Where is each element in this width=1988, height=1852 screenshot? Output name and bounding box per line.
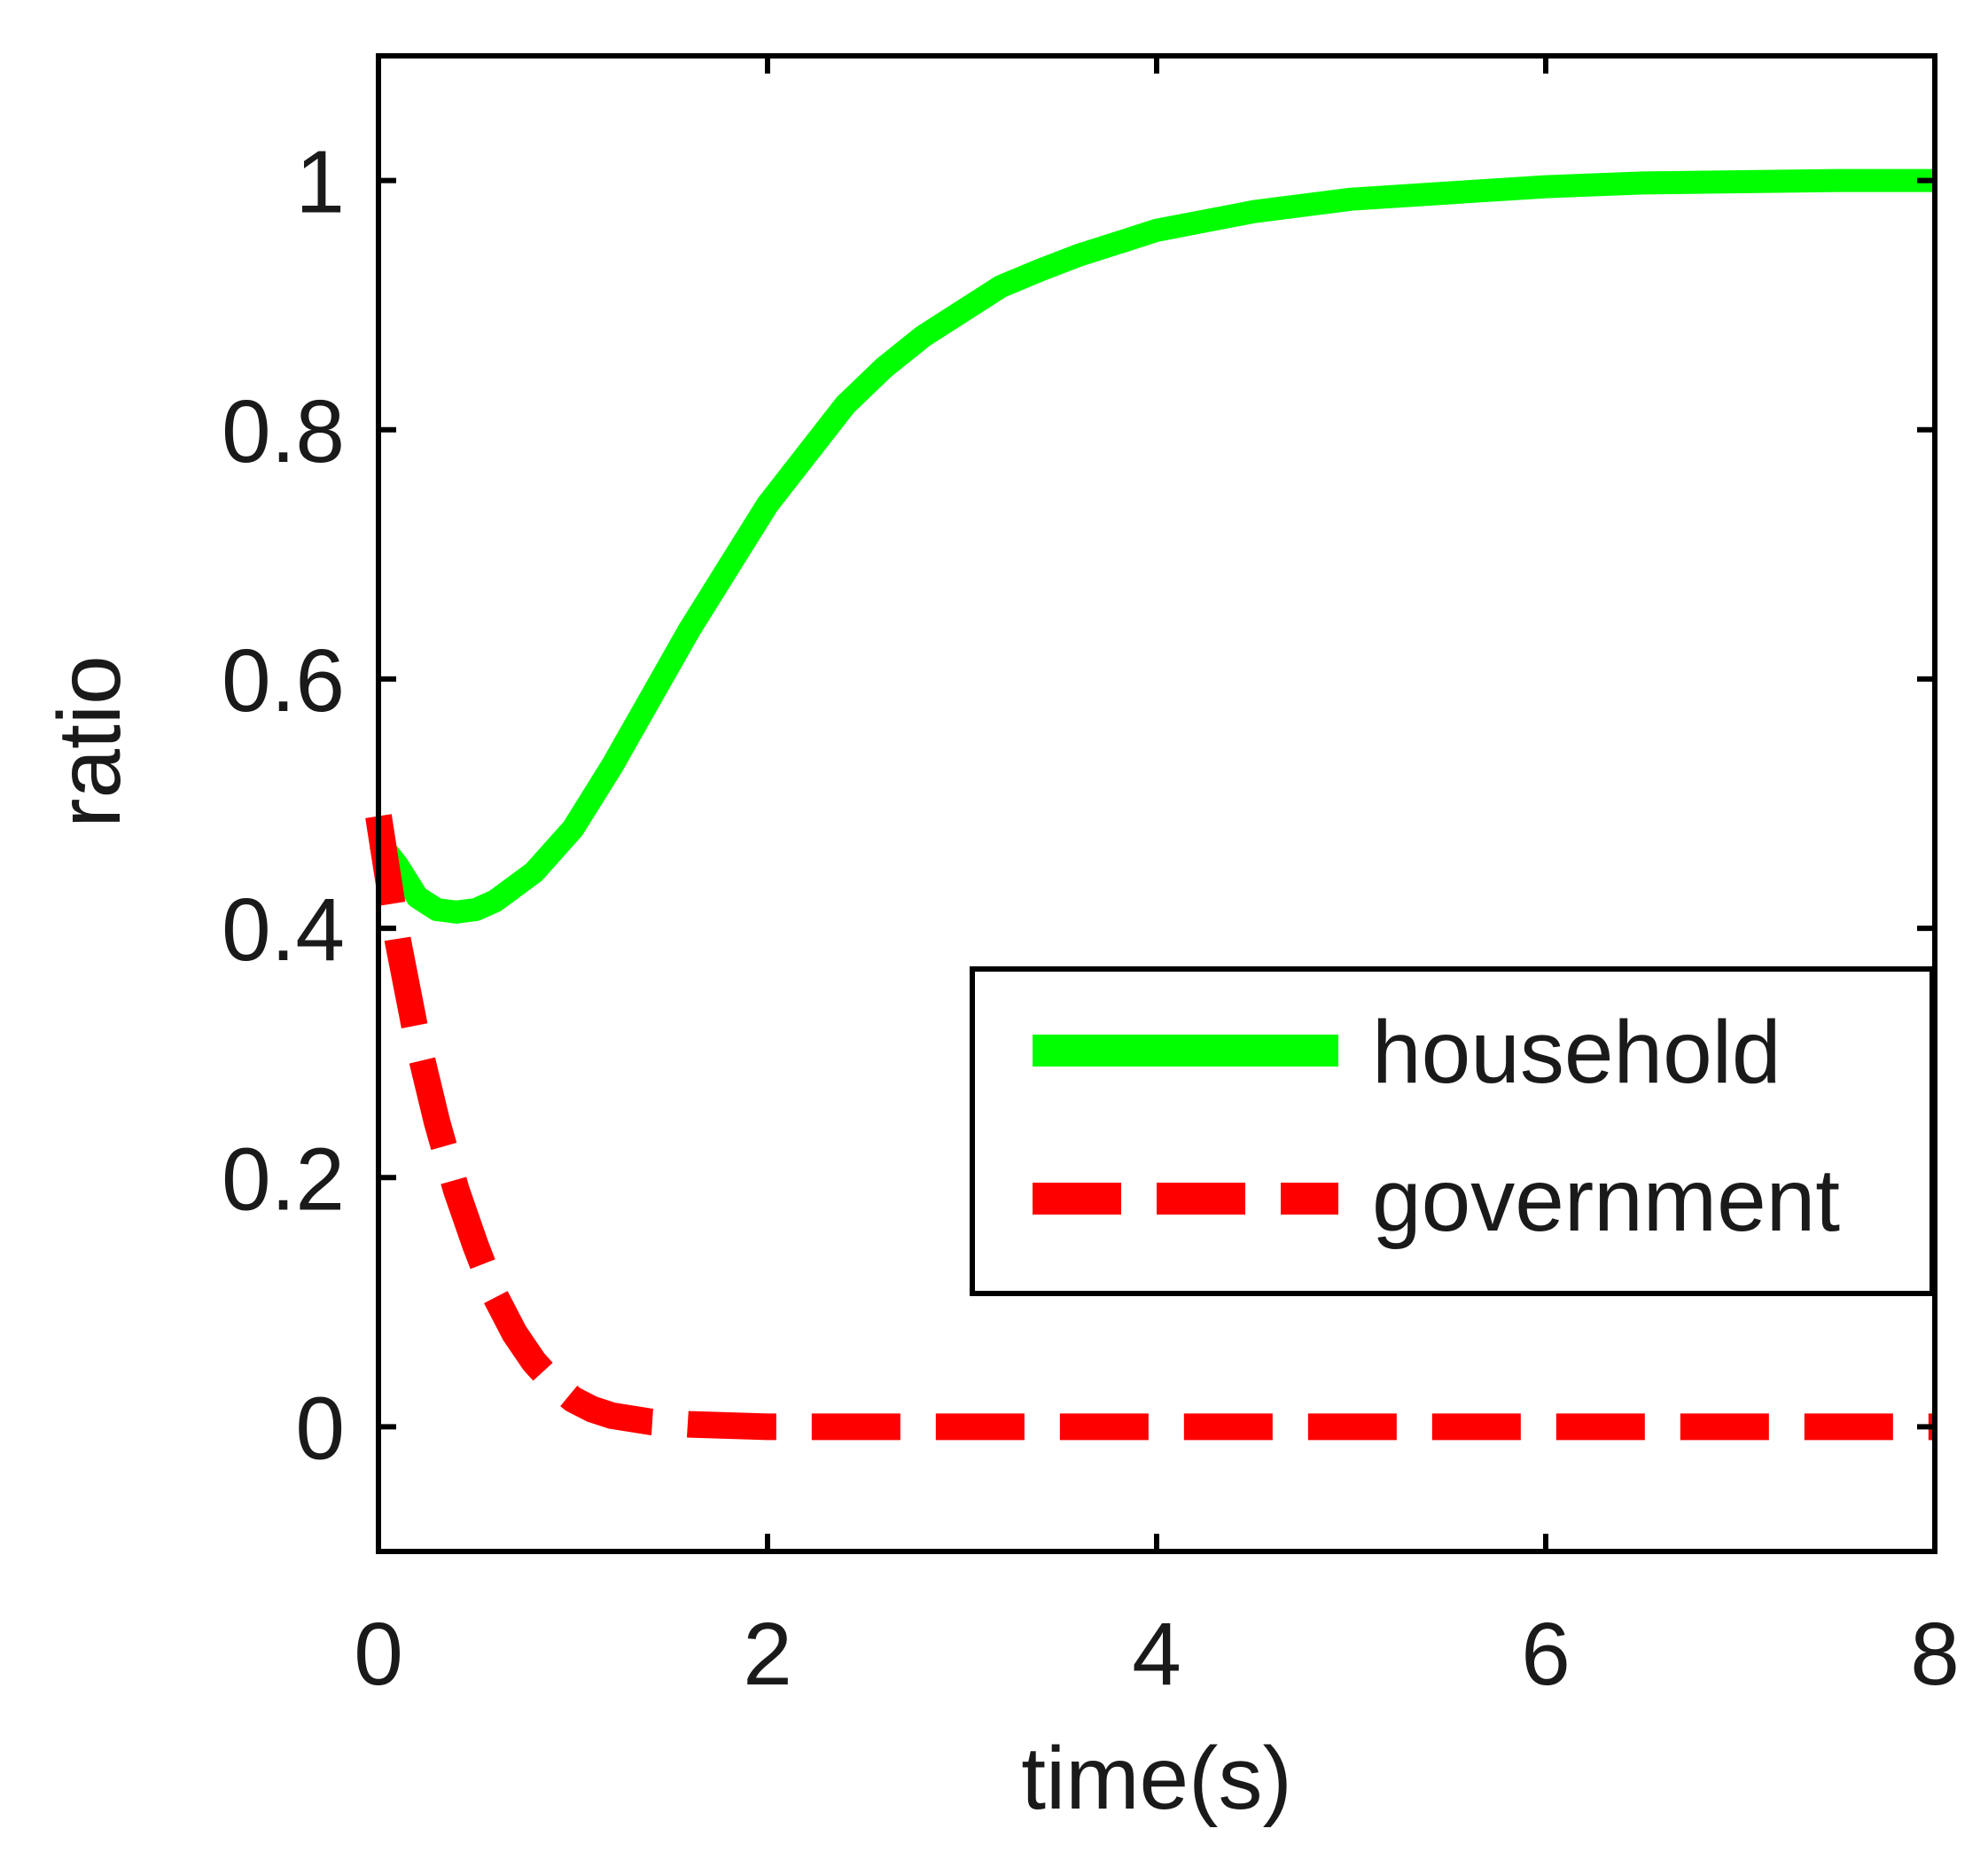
series-layer [365,168,1935,1441]
y-axis-label: ratio [40,655,139,828]
legend-label-government: government [1372,1151,1840,1250]
x-axis-label: time(s) [1021,1729,1292,1828]
legend-label-household: household [1372,1003,1781,1102]
y-tick-label: 0.4 [222,880,345,980]
y-tick-label: 0.8 [222,382,345,481]
x-tick-label: 2 [743,1605,792,1704]
series-line-government [365,814,1935,1441]
y-tick-label: 0 [295,1379,345,1478]
x-tick-label: 4 [1132,1605,1181,1704]
y-tick-label: 0.2 [222,1129,345,1229]
y-tick-label: 1 [295,133,345,232]
legend: household government [970,966,1935,1296]
x-tick-label: 8 [1910,1605,1960,1704]
legend-box [970,966,1935,1296]
x-tick-label: 6 [1521,1605,1571,1704]
axes-layer: 0 2 4 6 8 0 0.2 0.4 0.6 0.8 1 time(s) ratio [40,53,1960,1828]
series-line-household [369,168,1935,924]
y-tick-label: 0.6 [222,631,345,731]
x-tick-label: 0 [354,1605,403,1704]
